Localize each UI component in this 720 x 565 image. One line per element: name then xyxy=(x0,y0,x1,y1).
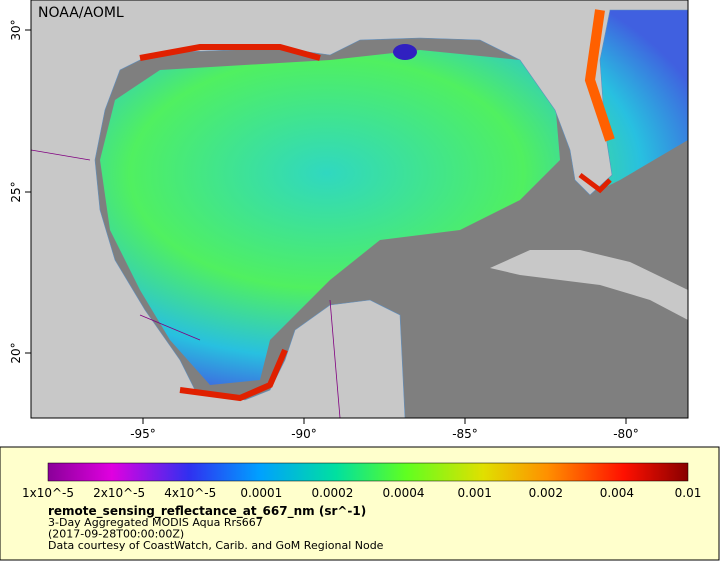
colorbar-labels: 1x10^-5 2x10^-5 4x10^-5 0.0001 0.0002 0.0004 0… xyxy=(22,486,701,500)
atlantic-coast-values xyxy=(584,9,615,142)
lat-label: 25° xyxy=(9,181,23,202)
colorbar xyxy=(47,462,689,482)
variable-name: remote_sensing_reflectance_at_667_nm (sr… xyxy=(48,504,366,519)
low-value-patch xyxy=(393,44,417,60)
colorbar-label: 0.01 xyxy=(675,486,702,500)
colorbar-label: 0.0004 xyxy=(383,486,425,500)
legend-line: (2017-09-28T00:00:00Z) xyxy=(48,528,184,541)
colorbar-label: 0.0002 xyxy=(311,486,353,500)
map xyxy=(31,0,688,418)
lon-axis: -95° -90° -85° -80° xyxy=(130,418,639,441)
legend-lines: 3-Day Aggregated MODIS Aqua Rrs667(2017-… xyxy=(48,516,384,552)
colorbar-label: 4x10^-5 xyxy=(164,486,216,500)
boundaries xyxy=(31,149,341,418)
coastal-high-values xyxy=(578,173,612,194)
credit-box xyxy=(33,2,133,24)
lat-label: 30° xyxy=(9,19,23,40)
credit: NOAA/AOML xyxy=(38,5,124,21)
lon-label: -85° xyxy=(452,427,478,441)
lon-label: -80° xyxy=(613,427,639,441)
colorbar-label: 0.0001 xyxy=(240,486,282,500)
cuba xyxy=(490,250,688,320)
coastal-high-values xyxy=(139,44,321,402)
lon-label: -95° xyxy=(130,427,156,441)
lat-label: 20° xyxy=(9,342,23,363)
colorbar-label: 2x10^-5 xyxy=(93,486,145,500)
reflectance-field xyxy=(31,0,688,385)
colorbar-label: 0.001 xyxy=(457,486,491,500)
colorbar-label: 1x10^-5 xyxy=(22,486,74,500)
map-frame xyxy=(30,0,689,419)
legend-line: 3-Day Aggregated MODIS Aqua Rrs667 xyxy=(48,516,263,529)
lat-axis: 30° 25° 20° xyxy=(9,19,31,364)
legend-line: Data courtesy of CoastWatch, Carib. and … xyxy=(48,539,384,552)
colorbar-label: 0.004 xyxy=(600,486,634,500)
lon-label: -90° xyxy=(291,427,317,441)
colorbar-label: 0.002 xyxy=(529,486,563,500)
